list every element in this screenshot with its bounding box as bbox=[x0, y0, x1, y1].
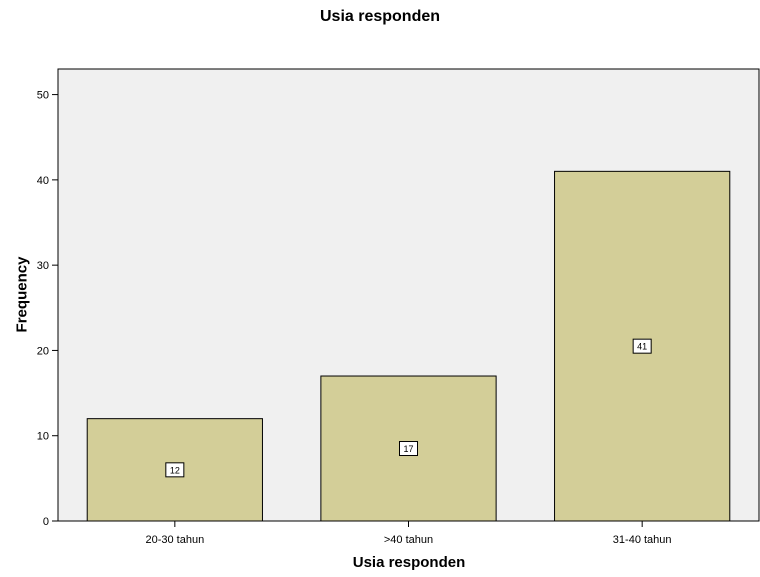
y-tick-label: 0 bbox=[43, 516, 49, 528]
y-tick-label: 30 bbox=[37, 260, 49, 272]
y-tick-label: 40 bbox=[37, 175, 49, 187]
data-label-box bbox=[632, 338, 652, 354]
data-label: 41 bbox=[637, 342, 647, 352]
data-label-box bbox=[399, 441, 418, 457]
chart-title: Usia responden bbox=[319, 8, 441, 25]
y-tick-label: 10 bbox=[37, 431, 49, 443]
data-label-box bbox=[165, 462, 185, 478]
x-tick-label: 20-30 tahun bbox=[145, 534, 204, 546]
y-axis: 0 10 20 30 40 50 bbox=[37, 90, 58, 528]
y-tick-label: 20 bbox=[37, 345, 49, 357]
data-label: 17 bbox=[403, 444, 413, 454]
data-label: 12 bbox=[170, 465, 180, 475]
bars: 12 17 41 bbox=[86, 170, 731, 522]
x-tick-label: 31-40 tahun bbox=[613, 534, 672, 546]
x-axis: 20-30 tahun >40 tahun 31-40 tahun bbox=[145, 521, 672, 546]
x-tick-label: >40 tahun bbox=[384, 534, 433, 546]
y-axis-title: Frequency bbox=[13, 256, 31, 333]
x-axis-title: Usia responden bbox=[352, 554, 466, 571]
y-tick-label: 50 bbox=[37, 90, 49, 102]
